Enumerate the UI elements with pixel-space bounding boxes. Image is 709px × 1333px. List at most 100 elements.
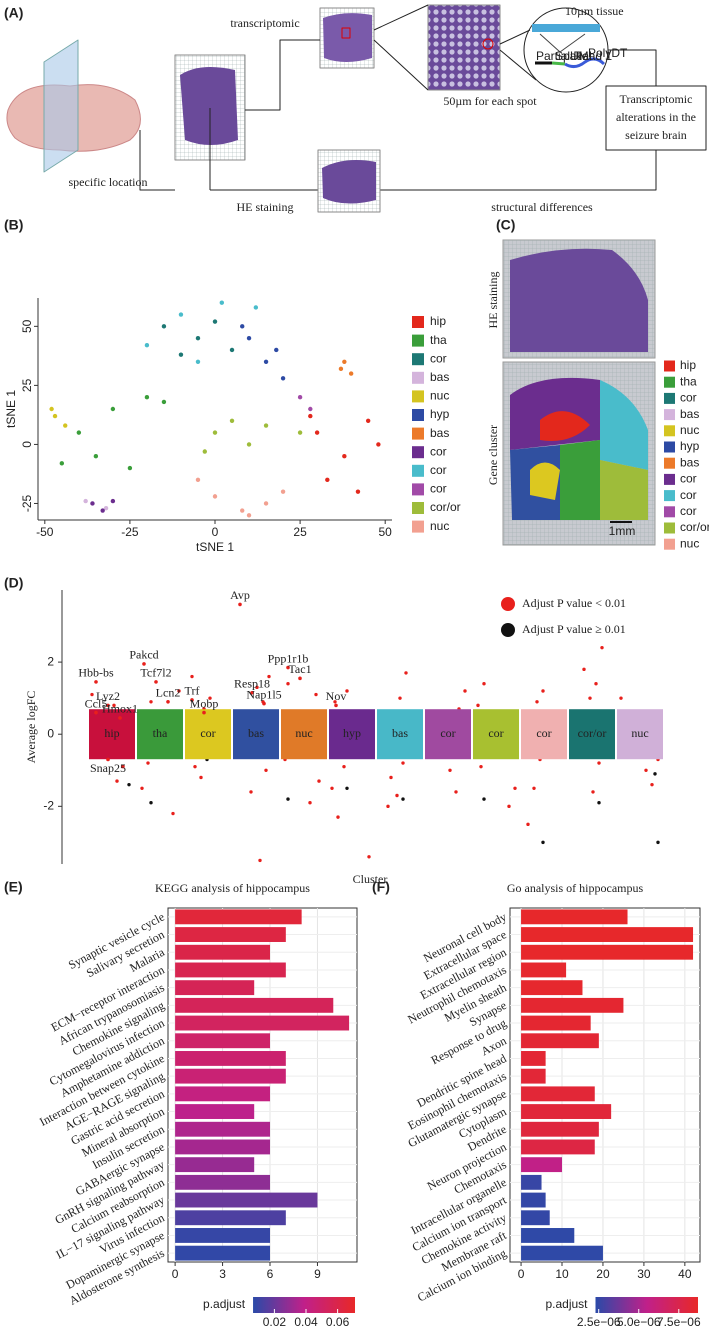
legend-label: cor/or: [430, 500, 461, 514]
bar: [175, 1210, 286, 1226]
legend-label: cor: [430, 444, 447, 458]
point: [541, 840, 545, 845]
cluster-label: bas: [392, 726, 408, 740]
bar: [175, 1015, 350, 1031]
x-tick-label: 0: [172, 1267, 179, 1281]
point: [195, 335, 201, 341]
point: [112, 703, 116, 708]
cluster-tile: [329, 709, 375, 760]
point: [395, 793, 399, 798]
bead-label: PolyDT: [588, 46, 628, 60]
point: [345, 786, 349, 790]
bar: [521, 1104, 612, 1119]
x-tick-label: 6: [267, 1267, 274, 1281]
zoom-line: [499, 29, 537, 81]
legend-label: Adjust P value ≥ 0.01: [522, 622, 626, 636]
colorbar-tick-label: 0.04: [294, 1315, 318, 1329]
bar: [521, 1121, 599, 1137]
colorbar-tick-label: 2.5e−06: [577, 1315, 621, 1329]
y-tick-label: 0: [47, 726, 54, 740]
point: [348, 371, 354, 376]
point: [454, 790, 458, 794]
point: [597, 801, 601, 805]
legend-swatch: [412, 409, 424, 421]
legend-swatch: [412, 464, 424, 477]
colorbar-tick-label: 5.0e−06: [617, 1315, 661, 1329]
bar: [175, 1174, 271, 1190]
gene-label: Nap1l5: [246, 687, 281, 701]
legend-marker: [501, 597, 515, 611]
annotated-point: [94, 710, 98, 715]
cluster-label: cor: [536, 726, 551, 740]
panel-label: (F): [372, 879, 390, 895]
gene-label: Mobp: [190, 696, 219, 710]
point: [336, 815, 340, 819]
result-box: [605, 85, 707, 151]
point: [330, 786, 334, 790]
gene-label: Lyz2: [96, 689, 120, 703]
point: [600, 645, 604, 650]
colorbar: [253, 1297, 355, 1313]
point: [144, 343, 150, 348]
glass-plane: [43, 39, 79, 173]
point: [83, 498, 88, 504]
point: [342, 764, 346, 769]
legend-label: cor: [680, 472, 697, 486]
point: [308, 413, 313, 419]
point: [325, 477, 330, 483]
point: [103, 505, 109, 511]
point: [286, 797, 290, 801]
bar: [175, 962, 286, 978]
legend-label: cor: [430, 482, 447, 496]
bar: [175, 1139, 271, 1155]
cluster-label: bas: [248, 726, 264, 740]
annotated-point: [94, 680, 98, 684]
annotated-point: [334, 703, 338, 708]
annotated-point: [142, 662, 146, 666]
point: [263, 501, 269, 506]
x-tick-label: 9: [314, 1267, 321, 1281]
tissue: [180, 66, 238, 145]
bar: [175, 1157, 255, 1173]
point: [246, 442, 252, 447]
x-tick-label: 50: [379, 525, 393, 539]
point: [240, 508, 245, 513]
legend-label: nuc: [680, 536, 699, 550]
legend-label: bas: [430, 426, 449, 440]
bar: [521, 980, 583, 996]
point: [317, 779, 321, 783]
point: [345, 689, 349, 693]
legend-label: bas: [430, 370, 449, 384]
point: [280, 376, 286, 381]
point: [208, 696, 212, 700]
gene-label: Hbb-bs: [78, 666, 114, 680]
point: [650, 782, 654, 787]
chart-title: Go analysis of hippocampus: [507, 881, 644, 895]
gene-label: Ccl5: [85, 696, 108, 710]
cluster-label: nuc: [631, 726, 648, 740]
point: [246, 335, 252, 341]
legend-label: tha: [430, 333, 447, 347]
panel-label: (A): [4, 5, 23, 21]
legend-swatch: [412, 316, 424, 328]
legend-swatch: [664, 506, 675, 518]
legend-label: bas: [680, 455, 699, 469]
point: [401, 761, 405, 765]
bar: [521, 1068, 546, 1084]
point: [482, 797, 486, 801]
point: [199, 775, 203, 780]
bar: [521, 1051, 546, 1066]
panel-label: (E): [4, 879, 23, 895]
plot-background: [509, 907, 701, 1263]
x-tick-label: -25: [121, 525, 139, 539]
tissue-bar: [532, 24, 600, 32]
cluster-label: tha: [153, 726, 168, 740]
bar: [175, 980, 255, 996]
point: [110, 406, 116, 412]
point: [280, 489, 286, 494]
bead-oligo: [551, 61, 566, 66]
point: [297, 394, 303, 400]
cluster-region: [600, 380, 648, 470]
point: [144, 394, 150, 400]
legend-label: cor/or: [680, 520, 709, 534]
